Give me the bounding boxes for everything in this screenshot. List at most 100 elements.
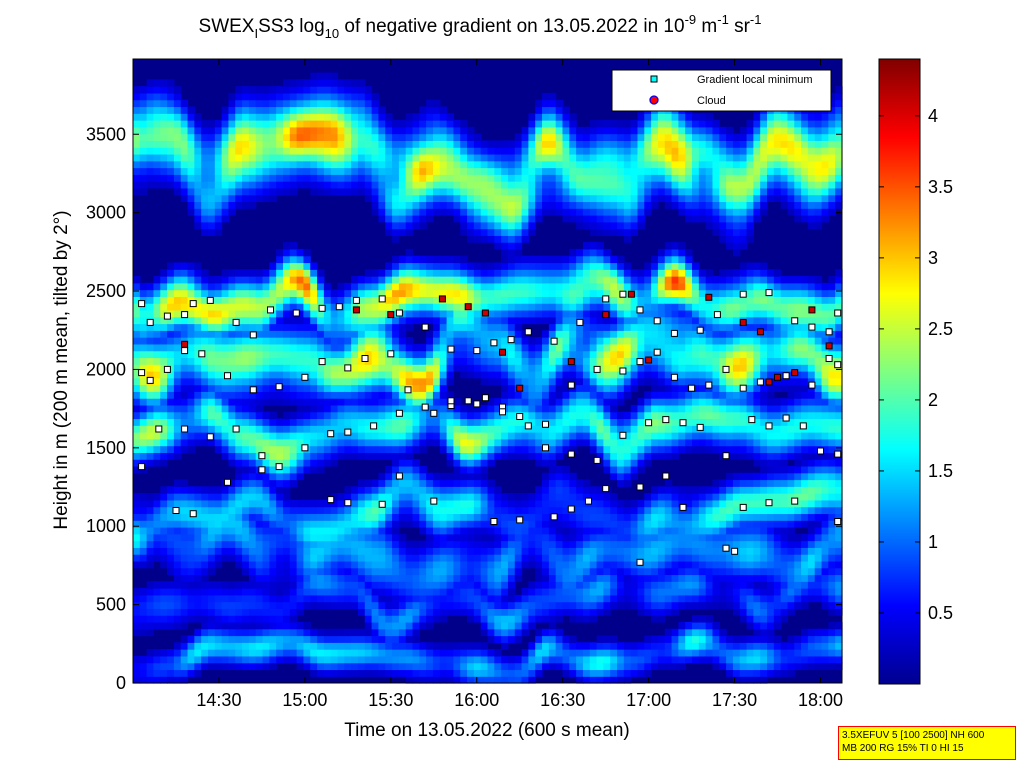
plot-area: 14:30 15:00 15:30 16:00 16:30 17:00 17:30 18:00… [86,58,843,710]
heatmap-cell [276,486,284,494]
heatmap-cell [364,486,373,494]
heatmap-cell [555,547,564,555]
heatmap-cell [201,547,209,555]
heatmap-cell [521,621,530,630]
heatmap-cell [542,337,550,345]
heatmap-cell [248,289,257,297]
heatmap-cell [453,309,461,318]
heatmap-cell [446,581,455,589]
heatmap-cell [269,99,277,108]
heatmap-cell [371,201,380,209]
heatmap-cell [351,357,359,365]
heatmap-cell [207,357,216,365]
heatmap-cell [282,371,291,379]
heatmap-cell [371,493,380,501]
heatmap-cell [228,615,236,623]
heatmap-cell [303,99,311,108]
heatmap-cell [405,316,414,325]
heatmap-cell [392,309,400,318]
heatmap-cell [133,662,141,671]
heatmap-cell [542,499,550,508]
heatmap-cell [507,187,516,196]
heatmap-cell [167,371,175,379]
heatmap-cell [248,269,257,277]
heatmap-cell [276,269,284,277]
heatmap-cell [385,398,393,406]
heatmap-cell [330,493,339,501]
heatmap-cell [392,418,400,426]
heatmap-cell [378,120,386,128]
heatmap-cell [303,181,311,189]
heatmap-cell [589,181,598,189]
heatmap-cell [153,167,161,175]
heatmap-cell [569,194,577,203]
heatmap-cell [310,106,318,114]
heatmap-cell [528,432,536,440]
heatmap-cell [228,343,236,352]
heatmap-cell [344,296,352,304]
heatmap-cell [473,493,482,501]
heatmap-cell [405,513,414,521]
heatmap-cell [317,92,325,101]
heatmap-cell [419,350,427,359]
heatmap-cell [269,160,277,169]
heatmap-cell [221,133,230,141]
heatmap-cell [167,86,175,94]
heatmap-cell [467,676,475,684]
heatmap-cell [153,160,161,169]
heatmap-cell [453,649,461,657]
heatmap-cell [296,377,305,386]
heatmap-cell [269,371,277,379]
heatmap-cell [337,391,345,399]
heatmap-cell [235,337,243,345]
heatmap-cell [276,621,284,630]
heatmap-cell [487,486,495,494]
heatmap-cell [494,364,502,372]
heatmap-cell [167,323,175,331]
heatmap-cell [528,540,536,548]
heatmap-cell [412,499,420,508]
heatmap-cell [337,167,345,175]
heatmap-cell [173,493,182,501]
heatmap-cell [269,425,277,433]
heatmap-cell [255,181,264,189]
heatmap-cell [255,194,264,203]
heatmap-cell [357,153,366,162]
heatmap-cell [146,418,155,426]
heatmap-cell [385,418,393,426]
heatmap-cell [562,276,570,284]
heatmap-cell [562,262,570,270]
heatmap-cell [426,533,434,542]
heatmap-cell [180,662,189,671]
heatmap-cell [310,628,318,637]
heatmap-cell [337,113,345,121]
heatmap-cell [501,588,509,596]
heatmap-cell [521,133,530,141]
heatmap-cell [371,303,380,311]
heatmap-cell [344,167,352,175]
heatmap-cell [160,594,168,603]
heatmap-cell [357,493,366,501]
heatmap-cell [398,662,407,671]
heatmap-cell [460,269,468,277]
heatmap-cell [596,276,604,284]
heatmap-cell [357,174,366,182]
heatmap-cell [357,99,366,108]
heatmap-cell [248,554,257,562]
heatmap-cell [330,106,339,114]
heatmap-cell [296,126,305,135]
heatmap-cell [187,201,195,209]
heatmap-cell [351,160,359,169]
heatmap-cell [133,669,141,677]
heatmap-cell [405,635,414,643]
heatmap-cell [228,540,236,548]
heatmap-cell [426,106,434,114]
heatmap-cell [453,642,461,650]
heatmap-cell [432,547,441,555]
heatmap-cell [501,316,509,325]
heatmap-cell [357,309,366,318]
heatmap-cell [180,493,189,501]
heatmap-cell [426,330,434,338]
heatmap-cell [535,106,543,114]
heatmap-cell [535,588,543,596]
